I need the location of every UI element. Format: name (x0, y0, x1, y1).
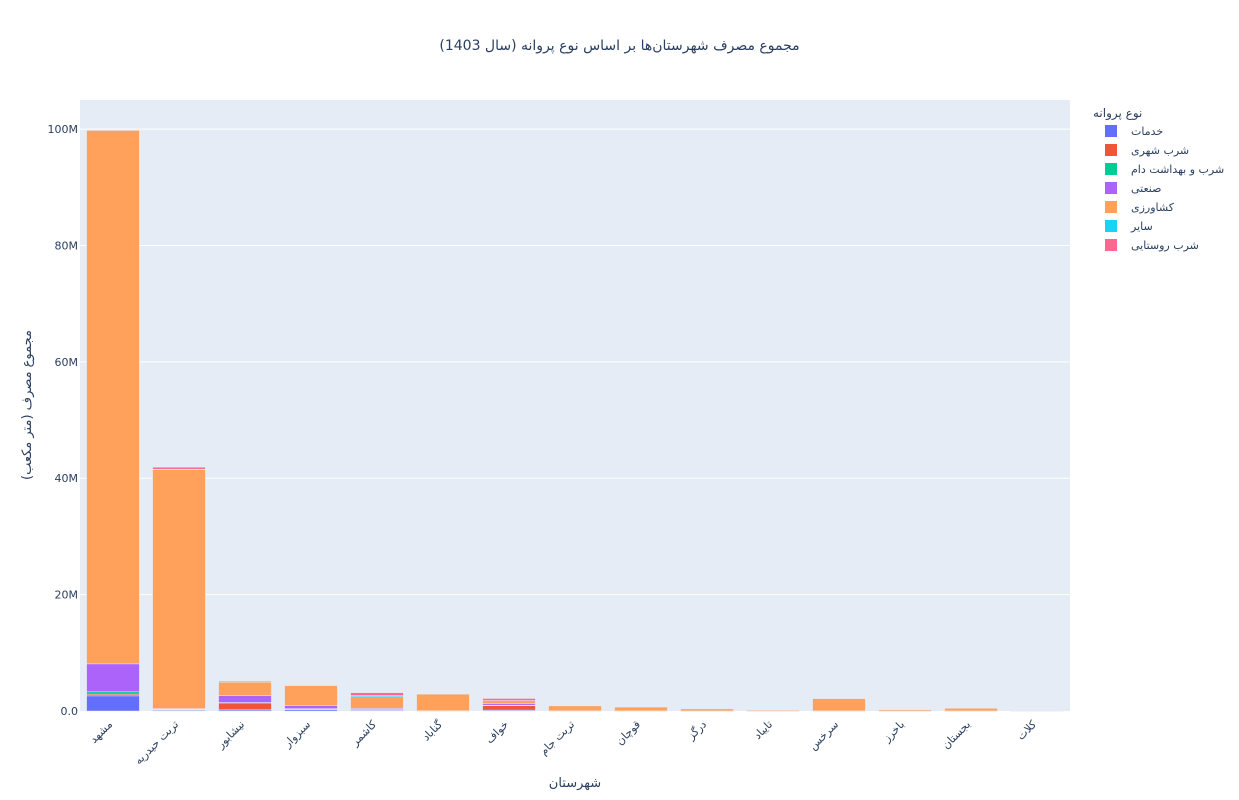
bar-segment (284, 705, 338, 709)
x-tick-label: تربت حیدریه (132, 718, 181, 767)
legend-label: کشاورزی (1131, 201, 1175, 214)
x-tick-label: بجستان (939, 718, 973, 752)
y-tick-label: 80M (55, 239, 79, 252)
bar-segment (482, 698, 536, 701)
bar-segment (350, 692, 404, 696)
bar-segment (284, 685, 338, 707)
chart-title: مجموع مصرف شهرستان‌ها بر اساس نوع پروانه… (439, 38, 799, 54)
legend-swatch (1105, 182, 1117, 194)
gridlines (80, 128, 1070, 596)
x-tick-label: درگز (684, 718, 709, 743)
legend: نوع پروانه خدمات شرب شهری شرب و بهداشت دام… (1093, 106, 1224, 252)
bar-segment (878, 709, 932, 712)
bar-segment (152, 469, 206, 709)
legend-swatch (1105, 220, 1117, 232)
bar-segment (284, 684, 338, 686)
bar-segment (86, 130, 140, 665)
legend-label: شرب و بهداشت دام (1131, 163, 1224, 176)
bar-segment (482, 705, 536, 711)
legend-swatch (1105, 201, 1117, 213)
legend-swatch (1105, 144, 1117, 156)
bar-segment (614, 706, 668, 712)
x-tick-label: سبزوار (280, 718, 313, 751)
x-tick-label: کاشمر (348, 717, 380, 749)
x-tick-label: تربت جام (537, 718, 577, 758)
bars (86, 129, 1064, 712)
bar-segment (812, 698, 866, 712)
x-axis-ticks: مشهد تربت حیدریه نیشابور سبزوار کاشمر گناباد خ… (87, 717, 1040, 767)
bar-segment (218, 681, 272, 696)
x-tick-label: باخرز (880, 718, 907, 745)
bar-segment (482, 703, 536, 706)
y-tick-label: 20M (55, 589, 79, 602)
legend-title: نوع پروانه (1093, 106, 1142, 121)
x-axis-title: شهرستان (549, 776, 601, 791)
bar-segment (944, 708, 998, 712)
x-tick-label: خواف (483, 718, 511, 746)
x-tick-label: قوچان (613, 718, 643, 748)
bar-segment (86, 695, 140, 712)
y-axis-title: مجموع مصرف (متر مکعب) (20, 330, 35, 480)
bar-segment (548, 705, 602, 712)
bar-segment (680, 708, 734, 712)
legend-label: شرب روستایی (1131, 239, 1199, 252)
x-tick-label: گناباد (419, 717, 445, 743)
legend-swatch (1105, 163, 1117, 175)
plot-area (80, 100, 1070, 711)
y-tick-label: 40M (55, 472, 79, 485)
x-tick-label: کلات (1014, 717, 1039, 742)
bar-segment (86, 663, 140, 693)
x-tick-label: مشهد (87, 718, 115, 746)
legend-swatch (1105, 125, 1117, 137)
bar-segment (218, 681, 272, 683)
y-tick-label: 100M (48, 123, 79, 136)
bar-segment (86, 693, 140, 697)
y-tick-label: 0.0 (61, 705, 79, 718)
bar-segment (1010, 710, 1064, 712)
y-tick-label: 60M (55, 356, 79, 369)
legend-label: سایر (1130, 220, 1153, 233)
legend-label: خدمات (1131, 125, 1163, 138)
bar-segment (746, 709, 800, 712)
x-tick-label: سرخس (806, 718, 841, 753)
x-tick-label: تایباد (751, 718, 775, 742)
bar-segment (482, 700, 536, 704)
bar-segment (86, 129, 140, 131)
bar-segment (152, 466, 206, 470)
legend-swatch (1105, 239, 1117, 251)
x-tick-label: نیشابور (213, 718, 247, 752)
bar-segment (416, 693, 470, 711)
y-axis-ticks: 0.0 20M 40M 60M 80M 100M (48, 123, 79, 718)
bar-segment (86, 691, 140, 695)
bar-segment (218, 695, 272, 703)
bar-segment (218, 702, 272, 711)
bar-segment (350, 696, 404, 709)
legend-label: صنعتی (1131, 182, 1161, 195)
legend-label: شرب شهری (1131, 144, 1189, 157)
